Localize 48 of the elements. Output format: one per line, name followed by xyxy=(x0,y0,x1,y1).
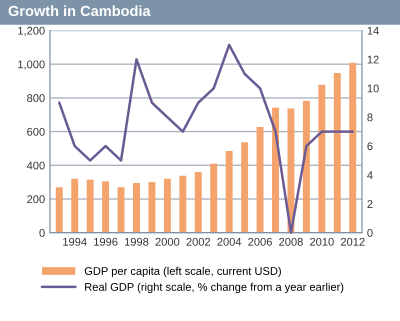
bar xyxy=(86,180,94,233)
x-tick-label: 2004 xyxy=(217,238,242,246)
x-tick-label: 2002 xyxy=(186,238,210,246)
bar xyxy=(118,187,125,233)
x-tick-label: 2012 xyxy=(340,238,365,246)
bar xyxy=(179,176,186,233)
bar xyxy=(56,187,63,233)
y2-tick-label: 8 xyxy=(367,113,373,122)
y2-tick-label: 6 xyxy=(367,142,373,150)
chart-title: Growth in Cambodia xyxy=(8,5,151,16)
y2-tick-label: 14 xyxy=(368,26,379,35)
bar xyxy=(71,178,78,233)
x-tick-label: 1998 xyxy=(124,238,148,246)
x-tick-label: 1996 xyxy=(94,238,118,246)
y2-tick-label: 0 xyxy=(367,228,373,237)
bar xyxy=(133,183,140,233)
y-tick-label: 400 xyxy=(26,162,45,170)
y2-tick-label: 2 xyxy=(367,200,372,208)
bar xyxy=(349,62,356,233)
y-tick-label: 800 xyxy=(27,94,45,102)
bar xyxy=(102,181,110,233)
bar xyxy=(148,182,156,233)
bar xyxy=(272,108,279,233)
bar xyxy=(194,172,202,233)
bar xyxy=(241,142,248,233)
bar xyxy=(302,100,310,233)
x-tick-label: 2010 xyxy=(310,238,334,246)
bar xyxy=(164,178,171,233)
y-tick-label: 1,200 xyxy=(18,26,45,36)
x-tick-label: 2006 xyxy=(248,238,272,246)
y-tick-label: 200 xyxy=(27,195,45,204)
bar xyxy=(210,164,218,233)
x-tick-label: 1994 xyxy=(63,238,87,246)
y-tick-label: 0 xyxy=(39,228,45,237)
bar xyxy=(256,127,264,233)
y-tick-label: 1,000 xyxy=(18,60,45,70)
y2-tick-label: 10 xyxy=(368,84,379,92)
x-tick-label: 2000 xyxy=(156,238,180,246)
bar xyxy=(226,150,233,233)
y-tick-label: 600 xyxy=(27,128,45,136)
bar xyxy=(318,84,326,233)
legend-label: GDP per capita (left scale, current USD) xyxy=(84,266,281,278)
x-tick-label: 2008 xyxy=(279,238,303,246)
y2-tick-label: 4 xyxy=(367,171,373,179)
line-series xyxy=(58,44,354,234)
bar xyxy=(334,72,341,233)
legend-label: Real GDP (right scale, % change from a year earlier) xyxy=(85,282,344,294)
y2-tick-label: 12 xyxy=(368,56,379,64)
